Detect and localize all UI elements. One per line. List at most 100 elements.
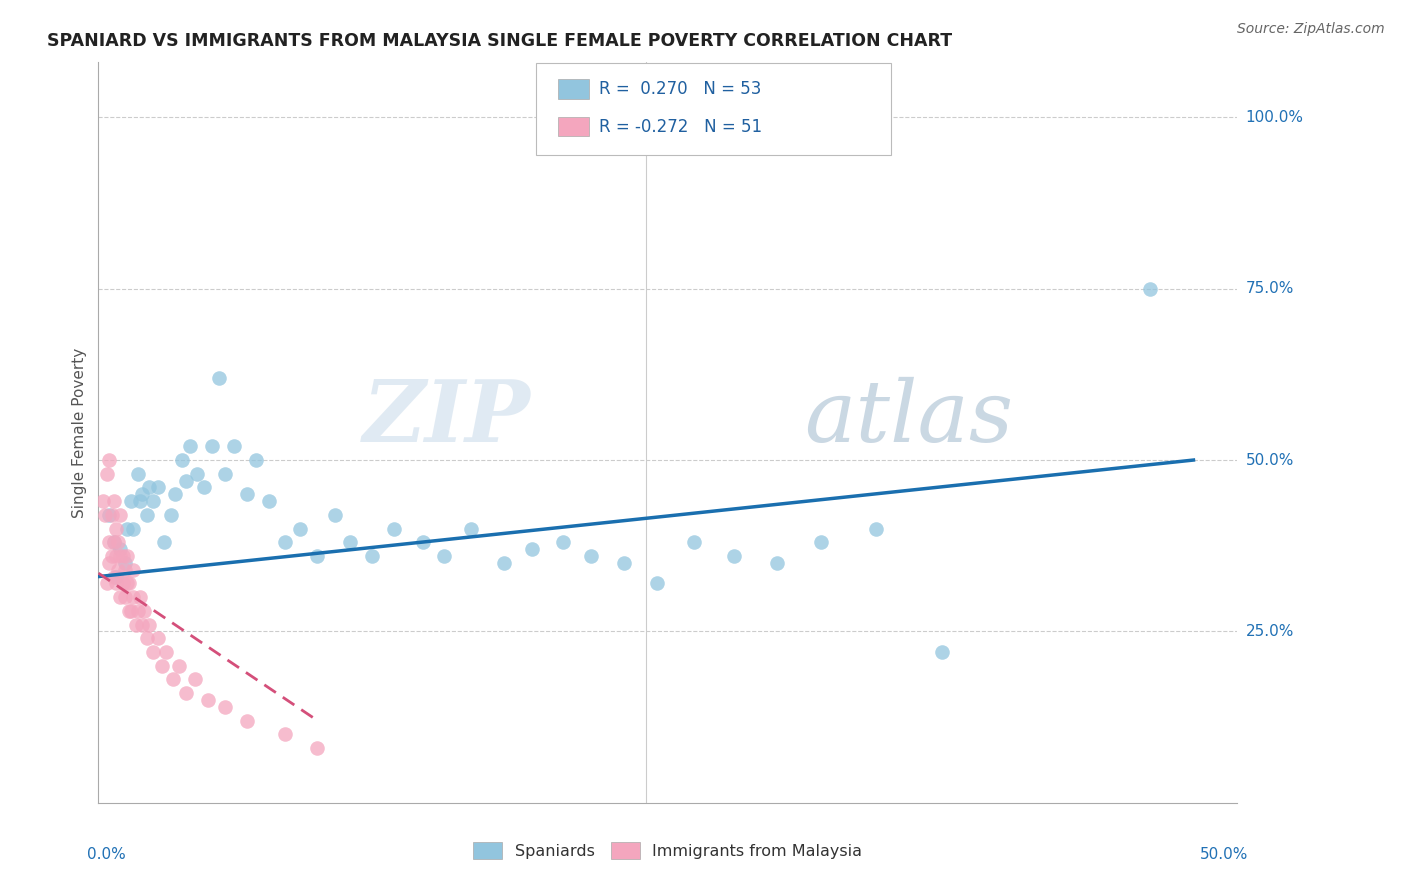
Point bbox=[127, 467, 149, 481]
Point bbox=[460, 522, 482, 536]
Point bbox=[155, 645, 177, 659]
Point bbox=[100, 508, 122, 522]
Point bbox=[104, 522, 127, 536]
Point bbox=[103, 535, 125, 549]
Point bbox=[179, 439, 201, 453]
Text: R = -0.272   N = 51: R = -0.272 N = 51 bbox=[599, 118, 762, 136]
Point bbox=[174, 474, 197, 488]
Point bbox=[146, 632, 169, 646]
Point bbox=[129, 494, 152, 508]
Point bbox=[214, 699, 236, 714]
Text: 0.0%: 0.0% bbox=[87, 847, 125, 863]
Point bbox=[98, 535, 121, 549]
Text: ZIP: ZIP bbox=[363, 376, 531, 459]
Point bbox=[131, 617, 153, 632]
Point bbox=[114, 563, 136, 577]
Point bbox=[124, 617, 146, 632]
Y-axis label: Single Female Poverty: Single Female Poverty bbox=[72, 348, 87, 517]
Point bbox=[683, 535, 706, 549]
Point bbox=[120, 604, 142, 618]
Point bbox=[135, 632, 157, 646]
Point bbox=[153, 535, 176, 549]
Text: 75.0%: 75.0% bbox=[1246, 281, 1294, 296]
Point bbox=[107, 535, 129, 549]
Point bbox=[224, 439, 246, 453]
Point bbox=[104, 569, 127, 583]
Point bbox=[135, 508, 157, 522]
Point bbox=[103, 494, 125, 508]
Point bbox=[307, 741, 329, 756]
Point bbox=[273, 535, 295, 549]
Point bbox=[91, 494, 114, 508]
Text: Source: ZipAtlas.com: Source: ZipAtlas.com bbox=[1237, 22, 1385, 37]
Text: 25.0%: 25.0% bbox=[1246, 624, 1294, 639]
Legend: Spaniards, Immigrants from Malaysia: Spaniards, Immigrants from Malaysia bbox=[467, 836, 869, 865]
Point bbox=[382, 522, 405, 536]
Point bbox=[118, 576, 141, 591]
Point bbox=[723, 549, 745, 563]
Point bbox=[96, 467, 118, 481]
Point bbox=[865, 522, 887, 536]
Point bbox=[146, 480, 169, 494]
Point bbox=[127, 604, 149, 618]
Point bbox=[107, 563, 129, 577]
Text: 50.0%: 50.0% bbox=[1201, 847, 1249, 863]
Point bbox=[551, 535, 574, 549]
Point bbox=[94, 508, 117, 522]
Point bbox=[323, 508, 346, 522]
Point bbox=[120, 494, 142, 508]
Point bbox=[288, 522, 311, 536]
Point bbox=[150, 658, 173, 673]
Point bbox=[273, 727, 295, 741]
Point bbox=[138, 480, 160, 494]
Point bbox=[193, 480, 215, 494]
Point bbox=[236, 714, 259, 728]
Point bbox=[184, 673, 207, 687]
Point bbox=[114, 590, 136, 604]
Point bbox=[174, 686, 197, 700]
Text: 50.0%: 50.0% bbox=[1246, 452, 1294, 467]
Point bbox=[138, 617, 160, 632]
Text: 100.0%: 100.0% bbox=[1246, 110, 1303, 125]
Point bbox=[245, 453, 267, 467]
Point bbox=[111, 576, 134, 591]
Point bbox=[110, 549, 132, 563]
Point bbox=[492, 556, 515, 570]
Point bbox=[129, 590, 152, 604]
Point bbox=[122, 522, 145, 536]
Text: atlas: atlas bbox=[804, 376, 1014, 459]
Point bbox=[169, 658, 191, 673]
Text: R =  0.270   N = 53: R = 0.270 N = 53 bbox=[599, 80, 761, 98]
Point bbox=[115, 549, 138, 563]
Point bbox=[1139, 282, 1161, 296]
Text: SPANIARD VS IMMIGRANTS FROM MALAYSIA SINGLE FEMALE POVERTY CORRELATION CHART: SPANIARD VS IMMIGRANTS FROM MALAYSIA SIN… bbox=[48, 32, 952, 50]
Point bbox=[142, 645, 165, 659]
Point bbox=[122, 563, 145, 577]
Point bbox=[170, 453, 193, 467]
Point bbox=[96, 576, 118, 591]
Point bbox=[110, 590, 132, 604]
Point bbox=[118, 604, 141, 618]
Point bbox=[134, 604, 156, 618]
Point bbox=[186, 467, 208, 481]
Point bbox=[236, 487, 259, 501]
Point bbox=[100, 549, 122, 563]
Point bbox=[613, 556, 636, 570]
Point bbox=[159, 508, 181, 522]
Point bbox=[810, 535, 832, 549]
Point bbox=[110, 542, 132, 557]
Point bbox=[104, 576, 127, 591]
Point bbox=[104, 549, 127, 563]
Point bbox=[115, 522, 138, 536]
Point bbox=[520, 542, 543, 557]
Point bbox=[114, 556, 136, 570]
Point bbox=[931, 645, 953, 659]
Point bbox=[433, 549, 456, 563]
Point bbox=[412, 535, 434, 549]
Point bbox=[103, 535, 125, 549]
Point bbox=[162, 673, 184, 687]
Point bbox=[201, 439, 224, 453]
Point bbox=[111, 549, 134, 563]
Point bbox=[197, 693, 219, 707]
Point bbox=[766, 556, 789, 570]
